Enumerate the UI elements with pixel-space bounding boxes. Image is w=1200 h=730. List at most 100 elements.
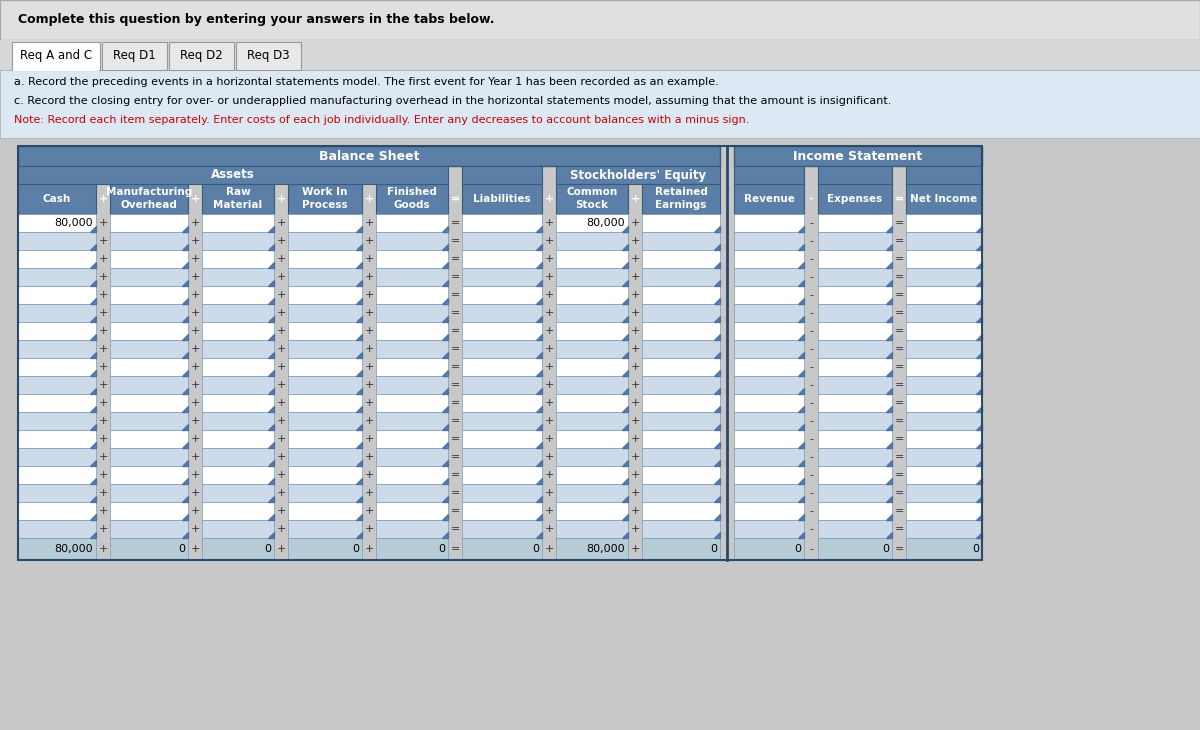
Bar (906, 304, 982, 322)
Polygon shape (976, 334, 982, 340)
Polygon shape (182, 298, 188, 304)
Bar (376, 250, 448, 268)
Bar (642, 430, 720, 448)
Text: -: - (809, 272, 814, 282)
Bar (462, 268, 542, 286)
Bar (556, 466, 628, 484)
Bar (818, 376, 892, 394)
Text: +: + (98, 308, 108, 318)
Bar (202, 322, 274, 340)
Bar (556, 358, 628, 376)
Polygon shape (622, 532, 628, 538)
Bar (556, 232, 628, 250)
Bar (376, 286, 448, 304)
Text: =: = (894, 398, 904, 408)
Bar (376, 340, 448, 358)
Bar (202, 184, 274, 214)
Polygon shape (536, 496, 542, 502)
Bar (556, 250, 628, 268)
Polygon shape (182, 262, 188, 268)
Text: +: + (276, 344, 286, 354)
Polygon shape (268, 496, 274, 502)
Bar (376, 214, 448, 232)
Text: +: + (365, 218, 373, 228)
Polygon shape (536, 460, 542, 466)
Bar (110, 322, 188, 340)
Bar (376, 184, 448, 214)
Text: +: + (545, 544, 553, 554)
Text: +: + (191, 362, 199, 372)
Bar (906, 412, 982, 430)
Bar (462, 232, 542, 250)
Bar (18, 538, 96, 560)
Text: 0: 0 (178, 544, 185, 554)
Text: +: + (365, 194, 373, 204)
Bar (202, 304, 274, 322)
Bar (734, 538, 804, 560)
Bar (906, 520, 982, 538)
Text: Req A and C: Req A and C (20, 50, 92, 63)
Bar (642, 184, 720, 214)
Bar (906, 484, 982, 502)
Text: +: + (545, 236, 553, 246)
Text: Note: Record each item separately. Enter costs of each job individually. Enter a: Note: Record each item separately. Enter… (14, 115, 749, 125)
Bar (376, 466, 448, 484)
Text: -: - (809, 254, 814, 264)
Polygon shape (886, 316, 892, 322)
Polygon shape (622, 514, 628, 520)
Text: Stock: Stock (576, 200, 608, 210)
Polygon shape (622, 262, 628, 268)
Text: +: + (276, 452, 286, 462)
Polygon shape (268, 244, 274, 250)
Text: +: + (630, 506, 640, 516)
Text: +: + (545, 488, 553, 498)
Text: +: + (630, 218, 640, 228)
Bar (288, 376, 362, 394)
Bar (376, 394, 448, 412)
Polygon shape (798, 496, 804, 502)
Polygon shape (714, 406, 720, 412)
Text: +: + (276, 524, 286, 534)
Text: +: + (276, 434, 286, 444)
Bar (376, 538, 448, 560)
Bar (202, 250, 274, 268)
Bar (734, 232, 804, 250)
Text: +: + (545, 398, 553, 408)
Text: +: + (630, 236, 640, 246)
Polygon shape (976, 424, 982, 430)
Polygon shape (714, 226, 720, 232)
Text: +: + (191, 434, 199, 444)
Text: +: + (365, 308, 373, 318)
Text: +: + (545, 506, 553, 516)
Text: =: = (894, 434, 904, 444)
Text: +: + (365, 544, 373, 554)
Text: +: + (276, 416, 286, 426)
Bar (462, 376, 542, 394)
Bar (18, 412, 96, 430)
Text: =: = (894, 544, 904, 554)
Polygon shape (536, 532, 542, 538)
Text: =: = (450, 194, 460, 204)
Polygon shape (268, 262, 274, 268)
Polygon shape (268, 532, 274, 538)
Polygon shape (714, 388, 720, 394)
Bar (376, 232, 448, 250)
Text: +: + (630, 470, 640, 480)
Bar (202, 484, 274, 502)
Bar (18, 502, 96, 520)
Bar (906, 430, 982, 448)
Bar (734, 520, 804, 538)
Bar (202, 466, 274, 484)
Polygon shape (536, 370, 542, 376)
Polygon shape (798, 226, 804, 232)
Text: =: = (894, 272, 904, 282)
Text: +: + (630, 362, 640, 372)
Bar (734, 286, 804, 304)
Text: +: + (191, 344, 199, 354)
Text: +: + (191, 272, 199, 282)
Bar (288, 538, 362, 560)
Bar (642, 322, 720, 340)
Polygon shape (182, 226, 188, 232)
Text: 0: 0 (972, 544, 979, 554)
Bar (110, 484, 188, 502)
